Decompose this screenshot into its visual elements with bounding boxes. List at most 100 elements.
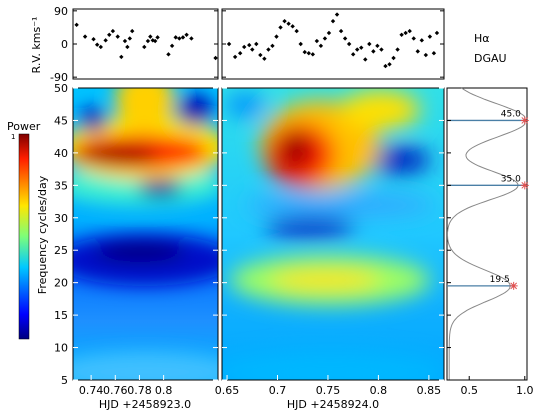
periodogram-left-xtick-label: 0.8 xyxy=(155,384,173,397)
rv-mid-point xyxy=(350,52,356,57)
rv-mid-point xyxy=(302,49,307,55)
periodogram-mid-xtick-label: 0.85 xyxy=(417,384,442,397)
rv-mid-point xyxy=(431,51,437,56)
rv-mid-point xyxy=(391,55,396,61)
rv-mid-point xyxy=(427,34,433,39)
heatmap-left-top-left-blue xyxy=(79,108,107,132)
rv-left-point xyxy=(145,38,151,44)
periodogram-left-ytick-label: 45 xyxy=(54,114,68,127)
rv-left-point xyxy=(110,28,116,34)
rv-left-ytick-label: 90 xyxy=(54,5,68,18)
rv-mid-point xyxy=(274,34,279,39)
rv-mid-point xyxy=(242,44,247,50)
rv-mid-point xyxy=(434,30,440,36)
rv-mid-point xyxy=(423,52,429,58)
rv-mid-point xyxy=(254,41,259,47)
heatmap-left-peak-core xyxy=(78,145,158,165)
rv-mid-point xyxy=(419,38,424,43)
peak-label: 19.5 xyxy=(490,275,510,285)
heatmap-mid-top-right xyxy=(340,90,420,130)
rv-left-point xyxy=(115,34,120,39)
rv-mid-point xyxy=(411,36,416,41)
heatmap-left-mid-core xyxy=(138,179,182,197)
periodogram-mid xyxy=(222,88,444,380)
rv-left-point xyxy=(122,38,128,44)
rv-left-point xyxy=(155,35,160,40)
rv-mid-point xyxy=(310,52,316,57)
rv-mid-point xyxy=(399,32,404,37)
rv-mid-point xyxy=(346,41,352,47)
rv-left-point xyxy=(180,35,186,40)
heatmap-left-low-core xyxy=(95,242,185,262)
rv-mid-point xyxy=(395,47,400,52)
periodogram-left-ytick-label: 20 xyxy=(54,277,68,290)
rv-mid-point xyxy=(326,30,332,36)
rv-mid-point xyxy=(290,24,295,29)
periodogram-left-ytick-label: 15 xyxy=(54,309,68,322)
periodogram-left-ytick-label: 25 xyxy=(54,244,68,257)
periodogram-left-xtick-label: 0.76 xyxy=(103,384,128,397)
colorbar-max-label: 1 xyxy=(11,133,15,141)
rv-left-point xyxy=(74,22,79,28)
rv-left-point xyxy=(82,34,88,39)
mean-power-xtick-label: 0.5 xyxy=(460,384,478,397)
rv-left-point xyxy=(152,38,158,44)
rv-mid-point xyxy=(318,43,324,49)
heatmap-mid-band-33 xyxy=(245,193,435,217)
rv-left-point xyxy=(177,36,182,41)
rv-left-point xyxy=(148,34,153,39)
mean-power-panel: 45.0 35.0 19.5 0.5 1.0 xyxy=(446,87,534,397)
rv-mid-point xyxy=(306,51,311,56)
rv-mid-point xyxy=(282,18,287,24)
rv-mid-point xyxy=(314,38,320,44)
heatmap-mid-peak-core xyxy=(277,130,313,170)
heatmap-left-top-right-blue xyxy=(177,94,213,126)
rv-left-point xyxy=(184,32,189,37)
rv-mid-point xyxy=(258,52,263,58)
rv-mid-point xyxy=(403,30,408,36)
rv-mid-point xyxy=(330,18,336,24)
rv-left-point xyxy=(166,52,171,57)
rv-left-point xyxy=(107,32,112,37)
rv-left-ytick-label: -90 xyxy=(50,71,68,84)
rv-mid-point xyxy=(367,41,372,47)
periodogram-left-ytick-label: 10 xyxy=(54,342,68,355)
rv-left-point xyxy=(103,38,108,43)
heatmap-mid-right-blue xyxy=(370,146,430,174)
heatmap-mid-band-28 xyxy=(265,218,355,238)
peak-marker xyxy=(509,281,518,290)
line-label: Hα xyxy=(474,32,490,45)
rv-mid-point xyxy=(415,49,420,54)
star-label: DGAU xyxy=(474,52,507,65)
rv-left-point xyxy=(169,43,175,49)
periodogram-left-xtick-label: 0.78 xyxy=(127,384,152,397)
freq-axis-label: Frequency cycles/day xyxy=(36,175,49,294)
heatmap-left-top-yellow xyxy=(115,88,175,130)
rv-mid-point xyxy=(247,42,252,48)
periodogram-mid-xtick-label: 0.75 xyxy=(316,384,341,397)
rv-mid-point xyxy=(286,21,291,26)
periodogram-left-ytick-label: 50 xyxy=(54,82,68,95)
rv-mid-point xyxy=(294,28,299,34)
rv-mid-point xyxy=(383,63,388,69)
periodogram-left-ytick-label: 5 xyxy=(61,374,68,387)
rv-left-point xyxy=(125,44,130,50)
rv-mid-point xyxy=(226,41,232,47)
heatmap-left-bottom-glow xyxy=(73,352,218,380)
rv-mid-point xyxy=(407,28,412,34)
periodogram-mid-xtick-label: 0.8 xyxy=(370,384,388,397)
rv-mid-point xyxy=(334,12,340,17)
rv-mid-point xyxy=(387,62,392,67)
periodogram-left-ytick-label: 30 xyxy=(54,212,68,225)
rv-mid-point xyxy=(375,43,380,49)
x-axis-label-left: HJD +2458923.0 xyxy=(99,398,191,411)
rv-left-point xyxy=(98,44,103,50)
heatmap-mid-low-core xyxy=(270,270,380,290)
x-axis-label-mid: HJD +2458924.0 xyxy=(287,398,379,411)
mean-power-xtick-label: 1.0 xyxy=(516,384,534,397)
rv-left-point xyxy=(213,55,218,61)
rv-mid-point xyxy=(342,36,348,41)
heatmap-mid-top-left-blue xyxy=(225,93,265,117)
rv-left-point xyxy=(142,44,147,50)
